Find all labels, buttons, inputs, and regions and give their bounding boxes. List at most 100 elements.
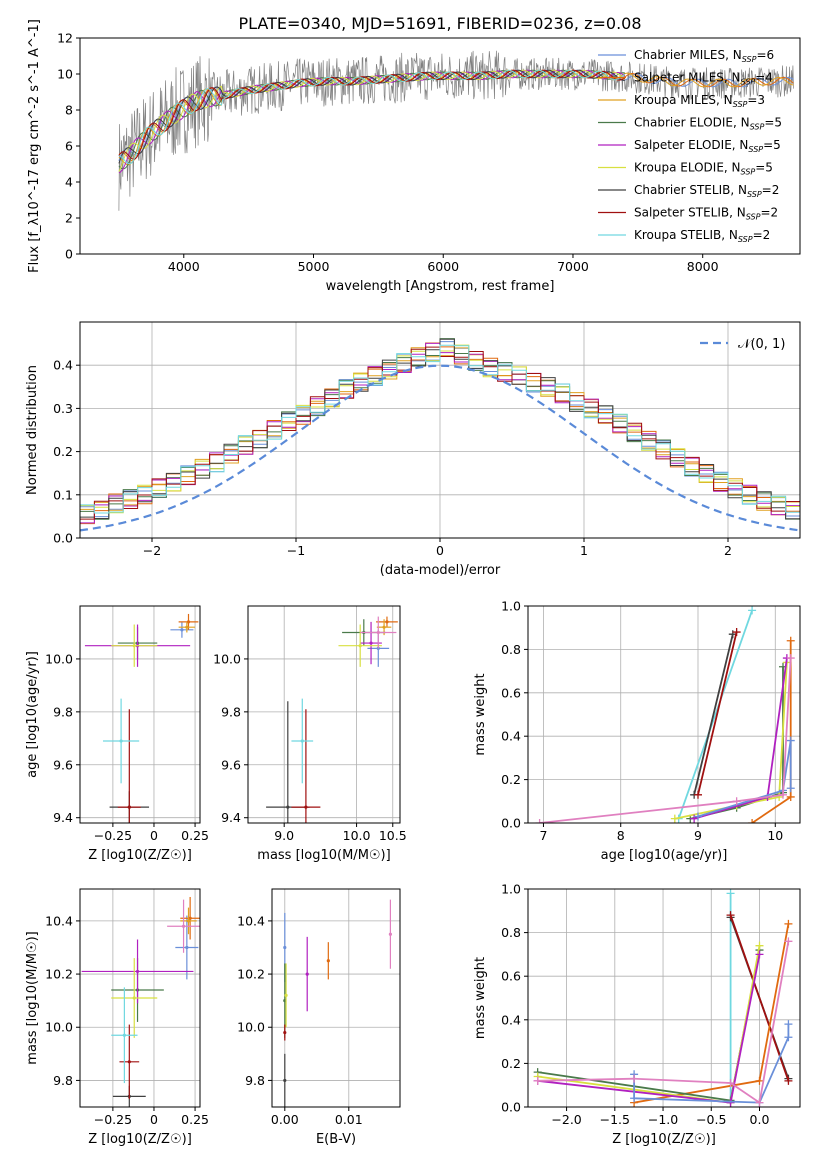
- weight-marker: [748, 606, 757, 615]
- legend-entry: Kroupa STELIB, NSSP=2: [634, 228, 770, 244]
- mass_vs_Z-xlabel: Z [log10(Z/Z☉)]: [88, 1132, 192, 1147]
- massweight_vs_age-xtick-label: 10: [767, 828, 783, 843]
- massweight_vs_age-frame: [527, 605, 801, 824]
- residuals-step-line: [80, 347, 800, 528]
- weight-series-line: [697, 740, 792, 818]
- residuals-legend-label: 𝒩(0, 1): [738, 337, 785, 352]
- mass_vs_Z-ytick-label: 10.2: [45, 967, 73, 982]
- legend-entry: Chabrier STELIB, NSSP=2: [634, 183, 779, 199]
- age_vs_Z-ytick-label: 9.8: [53, 704, 73, 719]
- residuals-step-line: [80, 338, 800, 520]
- plot-layer: 4000 5000 6000 7000 8000024681012wavelength …: [25, 19, 801, 1147]
- spectrum-ytick-label: 8: [65, 103, 73, 118]
- age_vs_mass-ytick-label: 9.6: [221, 757, 241, 772]
- data-point: [376, 630, 380, 635]
- weight-marker: [630, 1094, 639, 1103]
- weight-marker: [786, 784, 795, 793]
- massweight_vs_age-xlabel: age [log10(age/yr)]: [601, 848, 728, 863]
- mass_vs_EBV-axes: 0.00 0.01 9.8 10.0 10.2 10.4 E(B-V): [237, 888, 401, 1147]
- age_vs_mass-ytick-label: 9.8: [221, 704, 241, 719]
- spectrum-ytick-label: 0: [65, 247, 73, 262]
- mass_vs_EBV-plot-area: [283, 899, 392, 1107]
- weight-series-line: [729, 914, 790, 1082]
- residuals-ytick-label: 0.1: [53, 487, 73, 502]
- residuals-step-line: [80, 346, 800, 527]
- data-point: [305, 972, 309, 976]
- data-point: [186, 919, 191, 923]
- data-point: [284, 993, 288, 997]
- spectrum-axes: 4000 5000 6000 7000 8000 0 2 4 6 8 10 12 wavelength …: [27, 19, 801, 294]
- residuals-ytick-label: 0.0: [53, 531, 73, 546]
- data-point: [283, 1030, 287, 1035]
- weight-marker: [755, 950, 764, 959]
- data-point: [132, 644, 136, 648]
- massweight_vs_Z-ytick-label: 0.0: [501, 1100, 521, 1115]
- massweight_vs_Z-frame: [527, 888, 801, 1108]
- weight-marker: [726, 1098, 735, 1107]
- weight-marker: [630, 1074, 639, 1083]
- weight-series-line: [697, 631, 738, 796]
- residuals-xlabel: (data-model)/error: [380, 563, 501, 578]
- data-point: [181, 924, 186, 928]
- massweight_vs_age-ytick-label: 0.8: [501, 642, 521, 657]
- weight-series-line: [539, 658, 792, 823]
- legend-entry: Kroupa MILES, NSSP=3: [634, 93, 765, 109]
- spectrum-model-line: [118, 69, 625, 164]
- data-point: [127, 805, 131, 809]
- mass_vs_EBV-ytick-label: 9.8: [245, 1073, 265, 1088]
- weight-marker: [755, 1076, 764, 1085]
- weight-marker: [726, 889, 735, 898]
- massweight_vs_Z-plot-area: [533, 889, 793, 1107]
- massweight_vs_Z-ytick-label: 0.4: [501, 1012, 521, 1027]
- weight-marker: [784, 1020, 793, 1029]
- weight-marker: [755, 1098, 764, 1107]
- legend-entry: Salpeter ELODIE, NSSP=5: [634, 138, 781, 154]
- age_vs_Z-xtick-label: 0: [150, 828, 158, 843]
- age_vs_Z-xtick-label: −0.25: [94, 828, 132, 843]
- spectrum-ytick-label: 10: [57, 67, 73, 82]
- weight-marker: [726, 1079, 735, 1088]
- normal-curve: [80, 364, 800, 532]
- spectrum-xtick-label: 6000: [427, 259, 459, 274]
- mass_vs_Z-axes: −0.25 0 0.25 9.8 10.0 10.2 10.4 Z [log10(Z/Z☉)]…: [25, 888, 209, 1147]
- age_vs_Z-xlabel: Z [log10(Z/Z☉)]: [88, 848, 192, 863]
- residuals-ytick-label: 0.2: [53, 444, 73, 459]
- age_vs_mass-xtick-label: 10.0: [343, 828, 371, 843]
- data-point: [358, 644, 362, 648]
- age_vs_mass-ytick-label: 9.4: [221, 810, 241, 825]
- data-point: [122, 1033, 126, 1037]
- massweight_vs_age-ytick-label: 0.6: [501, 685, 521, 700]
- weight-marker: [670, 814, 679, 823]
- weight-marker: [786, 636, 795, 645]
- data-point: [186, 620, 191, 624]
- age_vs_Z-xtick-label: 0.25: [181, 828, 209, 843]
- spectrum-ytick-label: 4: [65, 175, 73, 190]
- spectrum-xlabel: wavelength [Angstrom, rest frame]: [326, 279, 555, 294]
- spectrum-model-line: [118, 69, 626, 165]
- weight-marker: [784, 1033, 793, 1042]
- massweight_vs_Z-xlabel: Z [log10(Z/Z☉)]: [612, 1132, 716, 1147]
- data-point: [369, 641, 373, 645]
- mass_vs_Z-plot-area: [81, 896, 200, 1107]
- massweight_vs_Z-ytick-label: 0.6: [501, 969, 521, 984]
- data-point: [385, 620, 389, 624]
- data-point: [135, 969, 140, 974]
- massweight_vs_Z-ylabel: mass weight: [473, 957, 488, 1039]
- data-point: [388, 932, 392, 936]
- massweight_vs_age-xtick-label: 8: [617, 828, 625, 843]
- massweight_vs_age-ytick-label: 0.2: [501, 772, 521, 787]
- weight-marker: [533, 1076, 542, 1085]
- massweight_vs_age-xtick-label: 9: [694, 828, 702, 843]
- residuals-xtick-label: 0: [436, 543, 444, 558]
- massweight_vs_age-ytick-label: 1.0: [501, 599, 521, 614]
- data-point: [283, 945, 287, 950]
- age_vs_Z-plot-area: [84, 613, 199, 823]
- residuals-step-line: [80, 341, 800, 522]
- residuals-plot-area: [80, 338, 800, 532]
- age_vs_mass-xtick-label: 9.0: [274, 828, 294, 843]
- age_vs_mass-ytick-label: 10.0: [213, 651, 241, 666]
- age_vs_Z-ytick-label: 9.6: [53, 757, 73, 772]
- weight-marker: [694, 812, 702, 821]
- weight-marker: [786, 654, 795, 663]
- data-point: [188, 916, 192, 920]
